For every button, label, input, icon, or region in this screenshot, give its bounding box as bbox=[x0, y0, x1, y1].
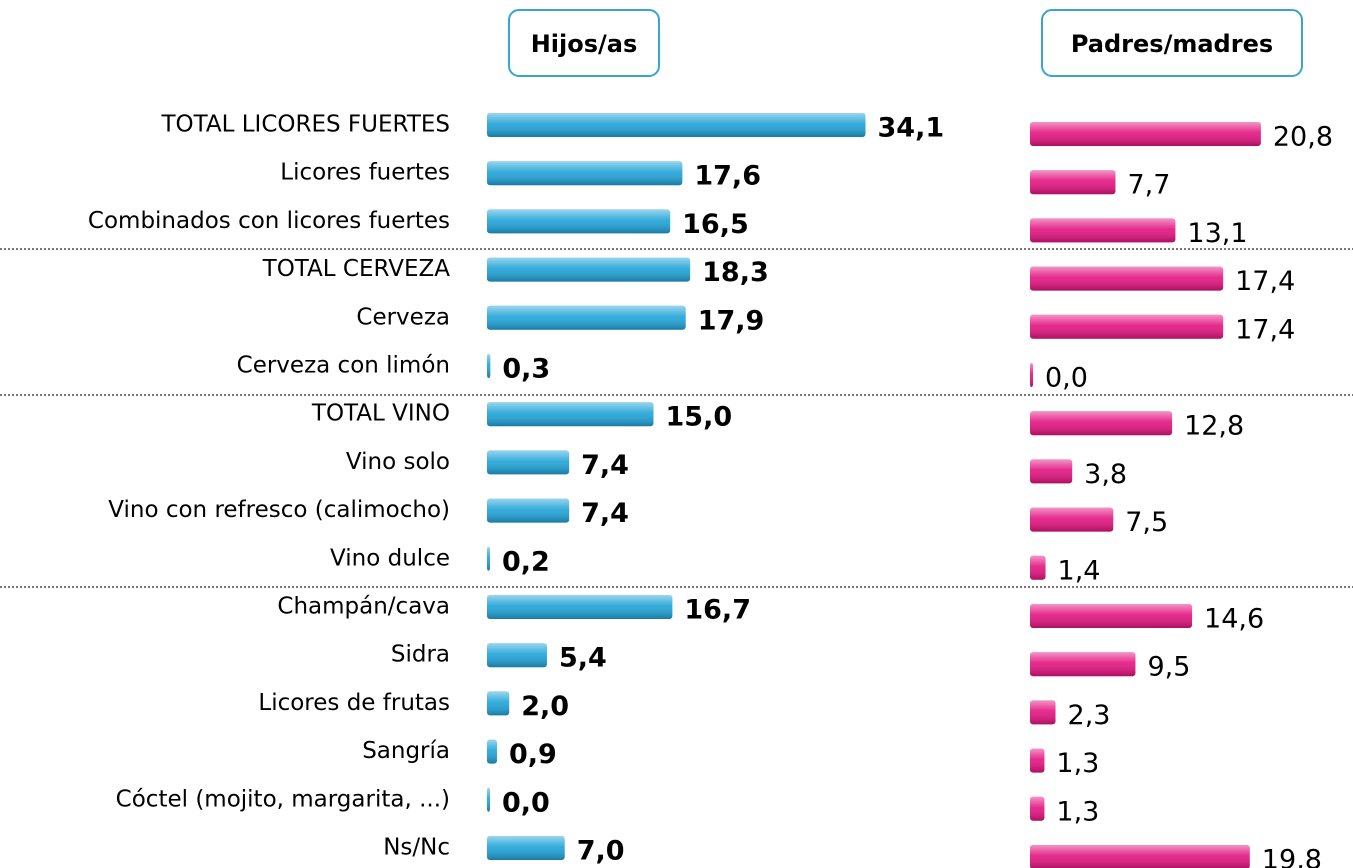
category-label: TOTAL CERVEZA bbox=[262, 256, 451, 282]
bar-shine bbox=[1030, 459, 1073, 484]
value-label: 13,1 bbox=[1187, 218, 1247, 249]
category-label: Cerveza bbox=[356, 304, 450, 330]
value-label: 2,3 bbox=[1068, 700, 1111, 731]
bar-shine bbox=[487, 595, 673, 619]
value-label: 17,4 bbox=[1235, 266, 1295, 297]
series-header: Padres/madres bbox=[1071, 30, 1273, 58]
category-label: Cerveza con limón bbox=[237, 353, 450, 379]
category-label: Sangría bbox=[362, 738, 450, 764]
bar-shine bbox=[1030, 555, 1046, 580]
value-label: 17,4 bbox=[1235, 314, 1295, 345]
value-label: 14,6 bbox=[1204, 604, 1264, 635]
bar-shine bbox=[1030, 604, 1193, 628]
bar-shine bbox=[1030, 170, 1116, 195]
value-label: 0,0 bbox=[1045, 363, 1088, 394]
bar-shine bbox=[487, 450, 570, 475]
value-label: 17,6 bbox=[694, 161, 761, 192]
bar-shine bbox=[487, 402, 654, 427]
value-label: 0,0 bbox=[502, 787, 550, 818]
bar-shine bbox=[1030, 507, 1114, 532]
category-label: Champán/cava bbox=[277, 594, 450, 620]
category-label: Vino solo bbox=[346, 449, 450, 475]
value-label: 5,4 bbox=[559, 643, 607, 674]
value-label: 3,8 bbox=[1084, 459, 1127, 490]
category-label: Ns/Nc bbox=[383, 835, 450, 861]
bar-shine bbox=[487, 643, 547, 668]
value-label: 1,3 bbox=[1056, 748, 1099, 779]
bar-shine bbox=[487, 113, 866, 137]
value-label: 0,3 bbox=[502, 354, 550, 385]
category-label: Licores fuertes bbox=[280, 160, 450, 186]
bar-shine bbox=[1030, 411, 1173, 436]
value-label: 12,8 bbox=[1184, 411, 1244, 442]
value-label: 0,2 bbox=[502, 546, 550, 577]
bar-shine bbox=[487, 836, 565, 860]
bar-shine bbox=[1030, 314, 1224, 339]
category-label: Licores de frutas bbox=[258, 690, 450, 716]
bar-shine bbox=[487, 691, 510, 716]
value-label: 19,8 bbox=[1262, 845, 1322, 868]
header-box bbox=[1041, 9, 1303, 77]
bar-shine bbox=[487, 209, 671, 234]
bar-shine bbox=[1030, 796, 1045, 821]
value-label: 7,7 bbox=[1127, 170, 1170, 201]
bar-shine bbox=[487, 161, 683, 186]
value-label: 1,4 bbox=[1058, 555, 1101, 586]
bar-shine bbox=[1030, 218, 1176, 243]
category-label: Vino dulce bbox=[330, 545, 450, 571]
category-label: TOTAL LICORES FUERTES bbox=[160, 112, 450, 138]
bar-shine bbox=[487, 787, 490, 812]
value-label: 20,8 bbox=[1273, 122, 1333, 153]
value-label: 34,1 bbox=[878, 113, 945, 144]
header-box bbox=[508, 9, 660, 77]
value-label: 16,7 bbox=[684, 595, 751, 626]
bar-shine bbox=[1030, 700, 1056, 725]
value-label: 18,3 bbox=[702, 257, 769, 288]
value-label: 7,5 bbox=[1125, 507, 1168, 538]
bar-shine bbox=[487, 546, 490, 571]
bar-shine bbox=[1030, 652, 1136, 677]
category-label: TOTAL VINO bbox=[311, 401, 450, 427]
bar-shine bbox=[487, 305, 686, 330]
bar-shine bbox=[1030, 363, 1033, 387]
value-label: 7,4 bbox=[581, 450, 629, 481]
value-label: 1,3 bbox=[1056, 796, 1099, 827]
value-label: 7,4 bbox=[581, 498, 629, 529]
value-label: 16,5 bbox=[682, 209, 749, 240]
value-label: 9,5 bbox=[1147, 652, 1190, 683]
value-label: 0,9 bbox=[509, 739, 557, 770]
category-label: Combinados con licores fuertes bbox=[88, 208, 450, 234]
bar-shine bbox=[1030, 266, 1224, 291]
bar-shine bbox=[487, 354, 491, 378]
bar-shine bbox=[1030, 122, 1261, 146]
category-label: Vino con refresco (calimocho) bbox=[108, 497, 450, 523]
value-label: 17,9 bbox=[698, 305, 765, 336]
bar-shine bbox=[487, 498, 570, 523]
value-label: 2,0 bbox=[521, 691, 569, 722]
bar-shine bbox=[487, 257, 691, 282]
category-label: Cóctel (mojito, margarita, ...) bbox=[116, 786, 450, 812]
series-header: Hijos/as bbox=[531, 30, 638, 58]
bar-shine bbox=[1030, 845, 1250, 868]
value-label: 7,0 bbox=[577, 836, 625, 867]
bar-shine bbox=[1030, 748, 1045, 773]
bar-shine bbox=[487, 739, 497, 764]
value-label: 15,0 bbox=[666, 402, 733, 433]
category-label: Sidra bbox=[391, 642, 450, 668]
